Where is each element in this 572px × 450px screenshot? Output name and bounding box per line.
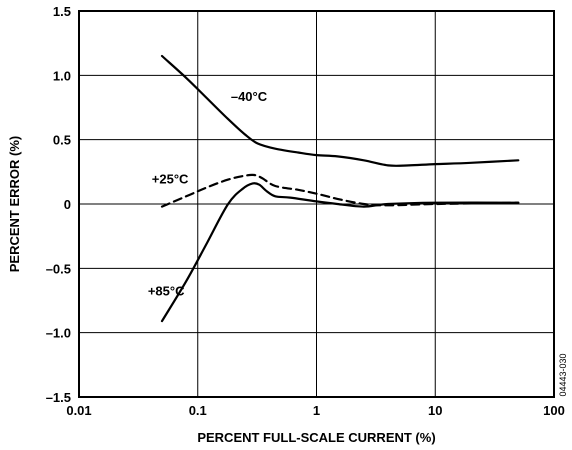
plot-frame — [78, 10, 555, 398]
y-axis-title: PERCENT ERROR (%) — [7, 136, 22, 273]
figure-id: 04443-030 — [558, 353, 568, 396]
series-label-2: +85°C — [148, 283, 185, 298]
series-label-1: +25°C — [152, 171, 189, 186]
series-labels: –40°C +25°C +85°C — [148, 89, 268, 298]
series-line-1 — [160, 173, 520, 208]
x-tick-label: 100 — [543, 403, 565, 418]
y-tick-labels: 1.5 1.0 0.5 0 –0.5 –1.0 –1.5 — [46, 4, 71, 405]
series-layer — [160, 54, 520, 323]
y-tick-label: 0.5 — [53, 133, 71, 148]
x-tick-labels: 0.01 0.1 1 10 100 — [66, 403, 565, 418]
x-tick-label: 0.1 — [189, 403, 207, 418]
y-tick-label: 1.5 — [53, 4, 71, 19]
series-line-2 — [160, 182, 520, 323]
x-tick-label: 10 — [428, 403, 442, 418]
series-line-0 — [160, 54, 520, 167]
x-tick-label: 1 — [313, 403, 320, 418]
x-tick-label: 0.01 — [66, 403, 91, 418]
y-tick-label: –0.5 — [46, 261, 71, 276]
y-tick-label: 0 — [64, 197, 71, 212]
y-tick-label: 1.0 — [53, 68, 71, 83]
grid — [79, 11, 554, 397]
series-label-0: –40°C — [231, 89, 268, 104]
y-tick-label: –1.0 — [46, 326, 71, 341]
y-tick-label: –1.5 — [46, 390, 71, 405]
x-axis-title: PERCENT FULL-SCALE CURRENT (%) — [197, 430, 435, 445]
